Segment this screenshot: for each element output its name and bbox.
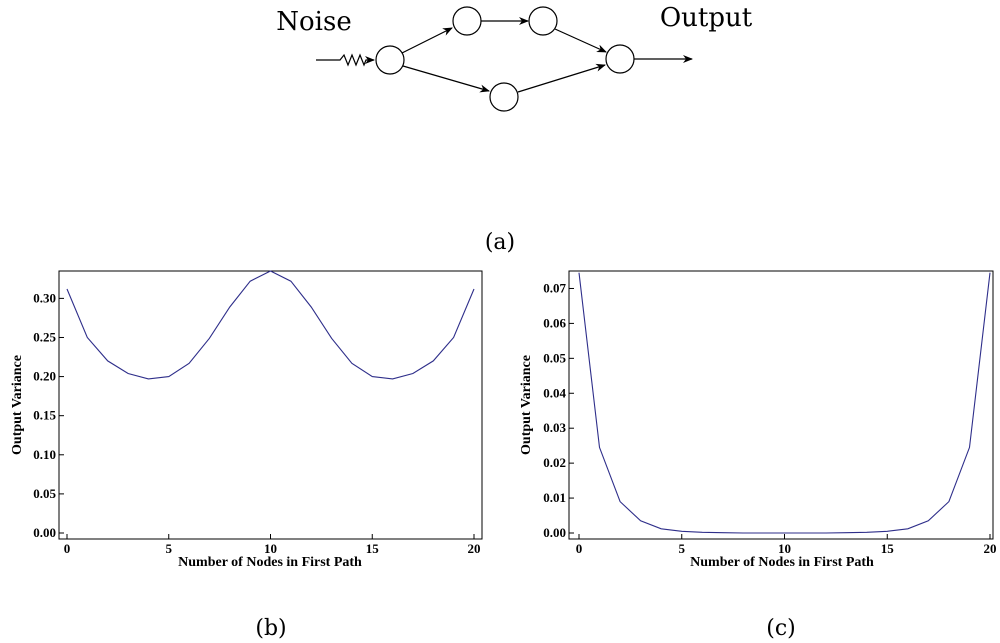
edge-input-lower [402,65,490,93]
noise-input-arrow [316,53,375,67]
chart-b-ytick-label: 0.30 [33,290,56,305]
chart-b-xtick-label: 20 [468,541,481,556]
chart-c-frame [568,270,994,540]
chart-c-ytick-label: 0.04 [543,385,566,400]
caption-b: (b) [255,616,286,641]
chart-b-ytick-label: 0.25 [33,329,56,344]
caption-a: (a) [485,230,515,255]
chart-b-xtick-label: 0 [64,541,71,556]
chart-c-ytick-label: 0.06 [543,315,566,330]
node-upper-2 [528,6,558,36]
caption-c: (c) [766,616,796,641]
chart-b-series-line [66,270,475,380]
chart-c-xtick-label: 10 [778,541,791,556]
chart-c-xtick-label: 15 [881,541,895,556]
chart-c: 0 5 10 15 20 0.00 0.01 0.02 0.03 0.04 0.05 0.06 0.07… [519,270,997,641]
chart-c-ytick-label: 0.05 [543,350,566,365]
chart-b-ytick-label: 0.00 [33,525,56,540]
node-upper-1 [452,6,482,36]
chart-c-ticks: 0 5 10 15 20 0.00 0.01 0.02 0.03 0.04 0.05 0.06 0.07 [543,280,996,556]
node-lower [489,82,519,112]
chart-c-ytick-label: 0.03 [543,420,566,435]
output-label: Output [660,3,753,33]
chart-c-xtick-label: 0 [576,541,583,556]
chart-b-ytick-label: 0.05 [33,486,56,501]
chart-b: 0 5 10 15 20 0.00 0.05 0.10 0.15 0.20 0.25 0.30 Num… [10,270,483,641]
chart-c-xtick-label: 20 [984,541,997,556]
chart-b-frame [58,270,483,540]
chart-c-xtick-label: 5 [679,541,686,556]
edge-upper2-output [554,28,607,53]
chart-b-xtick-label: 5 [166,541,173,556]
network-diagram: Noise Output (a) [276,3,752,255]
chart-b-xtick-label: 10 [264,541,277,556]
chart-b-ytick-label: 0.10 [33,447,56,462]
chart-b-xlabel: Number of Nodes in First Path [178,555,362,570]
chart-c-ytick-label: 0.01 [543,490,566,505]
chart-b-ylabel: Output Variance [10,355,25,455]
chart-b-xtick-label: 15 [366,541,380,556]
node-output [605,44,635,74]
chart-c-ytick-label: 0.00 [543,525,566,540]
chart-c-ytick-label: 0.07 [543,280,566,295]
edge-lower-output [517,63,606,93]
edge-input-upper1 [401,27,453,54]
chart-b-ytick-label: 0.15 [33,408,56,423]
chart-c-xlabel: Number of Nodes in First Path [690,555,874,570]
chart-b-ticks: 0 5 10 15 20 0.00 0.05 0.10 0.15 0.20 0.25 0.30 [33,290,480,556]
chart-c-ytick-label: 0.02 [543,455,566,470]
node-input [375,45,405,75]
chart-c-series-line [578,272,991,534]
chart-b-ytick-label: 0.20 [33,369,56,384]
chart-c-ylabel: Output Variance [519,355,534,455]
noise-label: Noise [276,7,351,37]
